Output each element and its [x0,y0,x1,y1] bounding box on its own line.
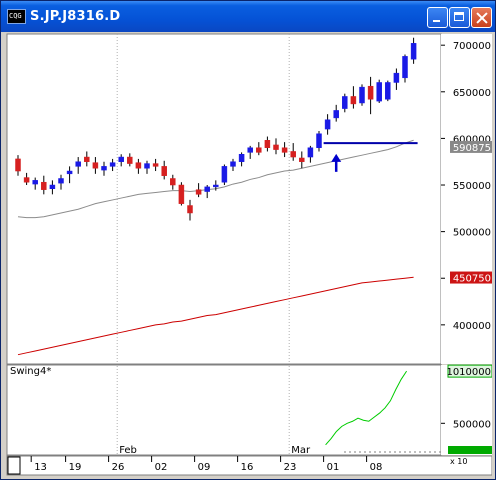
date-tick-label: 08 [370,462,383,473]
indicator-zero-tag-bg [448,446,492,454]
candle-body [230,161,236,167]
window-title: S.JP.J8316.D [30,9,121,24]
price-tick-label: 600000 [453,134,491,145]
candle-body [23,177,30,183]
sma-long-path [17,276,414,356]
candle-body [264,140,271,148]
candle-body [256,147,262,153]
candle-body [109,162,116,167]
swing-line [325,370,441,453]
candle-body [161,166,167,176]
minimize-button[interactable] [427,7,448,28]
candles[interactable] [15,37,417,221]
price-tag-label: 450750 [453,274,491,285]
candle-body [247,147,253,153]
arrow-head [331,153,342,162]
candle-body [238,154,245,162]
candle-body [221,166,228,183]
candle-body [152,163,159,167]
candle-body [170,178,176,186]
title-bar[interactable]: CQG S.JP.J8316.D [1,1,495,32]
indicator-panel [6,364,442,456]
candle-body [92,162,99,169]
price-tick-label: 650000 [453,88,491,99]
price-tag-label: 590875 [453,143,491,154]
price-tick-label: 400000 [453,321,491,332]
price-tick-label: 700000 [453,41,491,52]
candle-body [204,186,210,192]
candle-body [333,110,339,119]
date-tick-label: 13 [34,462,47,473]
price-panel [6,33,442,365]
candle-body [316,133,322,148]
maximize-button[interactable] [449,7,470,28]
date-tick-label: 01 [327,462,340,473]
swing-path [325,370,408,446]
indicator-tick-label: 500000 [453,419,491,430]
chart-area[interactable]: 4000004500005000005500006000006500007000… [4,32,492,477]
candle-body [299,157,305,162]
indicator-axis-area [441,365,492,455]
date-tick-label: 02 [155,462,168,473]
candle-body [101,166,107,171]
candle-body [376,82,382,102]
candle-body [58,178,64,184]
indicator-name: Swing4* [10,366,51,377]
price-tick-label: 550000 [453,181,491,192]
candle-body [195,189,202,195]
candle-body [290,151,296,158]
sma-long-line [17,276,414,356]
buy-signal-arrow [331,153,342,172]
candle-body [41,181,47,190]
candle-body [273,144,279,150]
candle-body [187,205,193,214]
date-axis [6,455,492,476]
month-label: Feb [119,445,137,456]
price-tags: 590875 450750 [450,140,492,285]
indicator-zero-tag-label: x 10 [450,457,467,466]
candle-body [178,184,185,204]
candle-body [144,163,150,169]
candle-body [32,180,38,185]
candle-body [15,158,21,172]
candle-body [359,86,365,104]
date-tick-label: 16 [241,462,254,473]
candle-body [350,96,357,105]
price-tag-bg [450,271,492,284]
date-tick-label: 23 [284,462,297,473]
month-label: Mar [291,445,311,456]
candle-body [66,170,73,175]
candle-body [367,85,374,100]
date-tick-label: 26 [112,462,125,473]
close-button[interactable] [471,7,492,28]
candle-body [135,162,142,169]
date-tick-label: 19 [69,462,82,473]
candle-body [127,156,133,164]
candle-body [281,147,288,153]
candle-body [402,56,408,79]
indicator-tag-bg [447,364,492,378]
date-axis-labels: 13 19 26 02 09 16 23 01 08 Feb Mar [30,445,383,473]
candle-body [49,184,56,189]
candle-body [118,156,124,162]
date-tick-label: 09 [198,462,211,473]
price-tick-label: 500000 [453,228,491,239]
indicator-tag-label: 1010000 [446,367,491,378]
scroll-handle[interactable] [7,456,21,475]
candle-body [410,43,417,60]
price-axis-area [441,34,492,364]
candle-body [213,184,219,188]
candle-body [75,161,81,167]
price-tag-bg [450,140,492,153]
indicator-axis: 500000 1010000 x 10 [441,364,492,466]
candle-body [307,147,314,158]
chart-app-icon[interactable]: CQG [7,9,26,24]
candle-body [324,119,331,130]
candle-body [385,82,391,100]
candle-body [342,96,348,109]
candle-body [393,72,400,83]
candle-body [84,156,90,162]
